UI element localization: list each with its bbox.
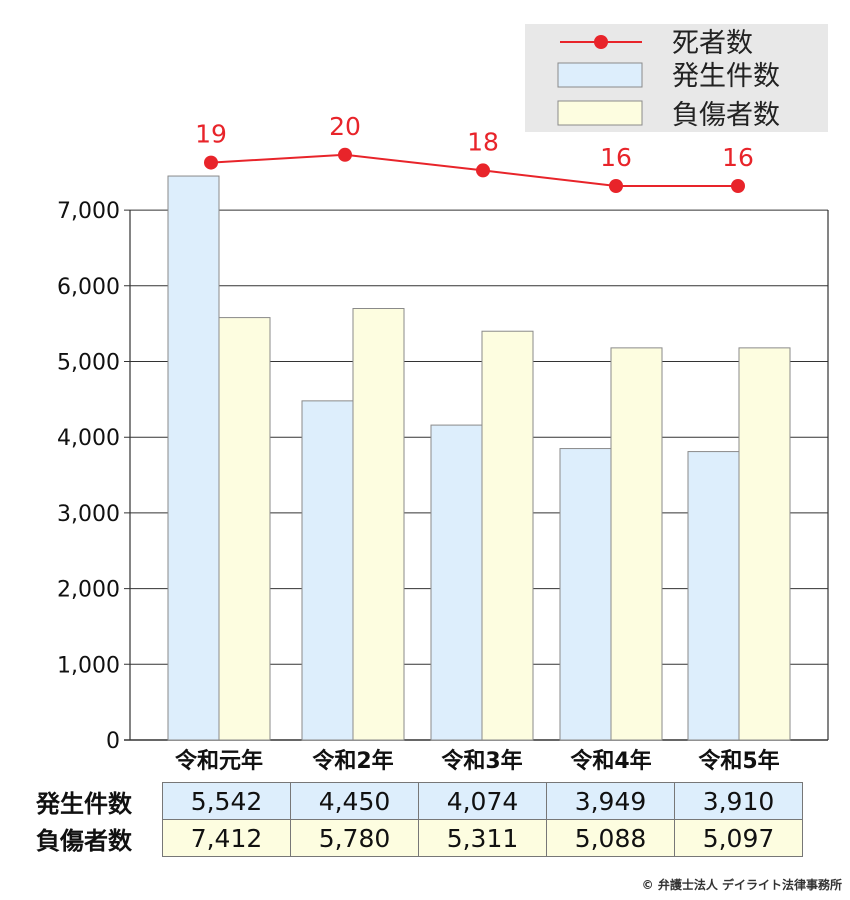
table-cell: 5,542 [162,782,291,820]
data-table: 発生件数 5,542 4,450 4,074 3,949 3,910 負傷者数 … [30,782,803,857]
deaths-point [731,179,745,193]
table-cell: 3,910 [674,782,803,820]
x-category-label: 令和4年 [570,748,651,774]
y-tick-label: 1,000 [57,653,120,678]
table-cell: 7,412 [162,819,291,857]
legend-marker-swatch [594,35,608,49]
bar-injured [738,347,791,741]
legend-label-injured: 負傷者数 [672,100,780,131]
deaths-data-label: 16 [722,143,754,172]
legend-swatch-incidents [557,62,643,88]
y-tick-label: 3,000 [57,502,120,527]
legend-label-deaths: 死者数 [672,28,753,59]
table-cell: 4,450 [290,782,419,820]
y-tick-label: 2,000 [57,578,120,603]
bar-incidents [301,400,354,741]
x-category-label: 令和元年 [175,748,263,774]
x-category-label: 令和5年 [698,748,779,774]
bar-incidents [559,448,612,741]
deaths-point [609,179,623,193]
x-category-label: 令和2年 [312,748,393,774]
chart: 0 1,000 2,000 3,000 4,000 5,000 6,000 7,000 令和元年… [57,24,829,774]
deaths-data-label: 19 [195,120,227,149]
y-tick-label: 4,000 [57,426,120,451]
bar-injured [610,347,663,741]
bar-injured [481,330,534,741]
y-tick-label: 6,000 [57,275,120,300]
deaths-data-label: 20 [329,112,361,141]
plot-layer: 0 1,000 2,000 3,000 4,000 5,000 6,000 7,000 令和元年… [57,175,829,774]
bar-injured [352,308,405,741]
y-tick-label: 5,000 [57,351,120,376]
table-row-label: 負傷者数 [36,826,132,855]
legend-label-incidents: 発生件数 [672,61,780,92]
deaths-point [204,155,218,170]
table-row-label: 発生件数 [36,789,132,818]
copyright-credit: © 弁護士法人 デイライト法律事務所 [641,878,842,892]
table-cell: 5,088 [546,819,675,857]
bar-incidents [430,424,483,741]
table-cell: 5,780 [290,819,419,857]
y-tick-label: 0 [106,729,120,754]
table-cell: 4,074 [418,782,547,820]
table-cell: 5,097 [674,819,803,857]
table-cell: 3,949 [546,782,675,820]
deaths-point [476,163,490,178]
x-category-label: 令和3年 [441,748,522,774]
deaths-point [338,147,352,162]
bar-incidents [167,175,220,741]
series-line-deaths [210,153,738,187]
y-tick-label: 7,000 [57,199,120,224]
table-row-injured: 負傷者数 7,412 5,780 5,311 5,088 5,097 [30,819,803,857]
bar-injured [218,317,271,741]
table-cell: 5,311 [418,819,547,857]
deaths-data-label: 16 [600,143,632,172]
deaths-data-label: 18 [467,127,499,156]
table-row-incidents: 発生件数 5,542 4,450 4,074 3,949 3,910 [30,782,803,820]
bar-incidents [687,451,740,741]
legend-swatch-injured [557,100,643,126]
